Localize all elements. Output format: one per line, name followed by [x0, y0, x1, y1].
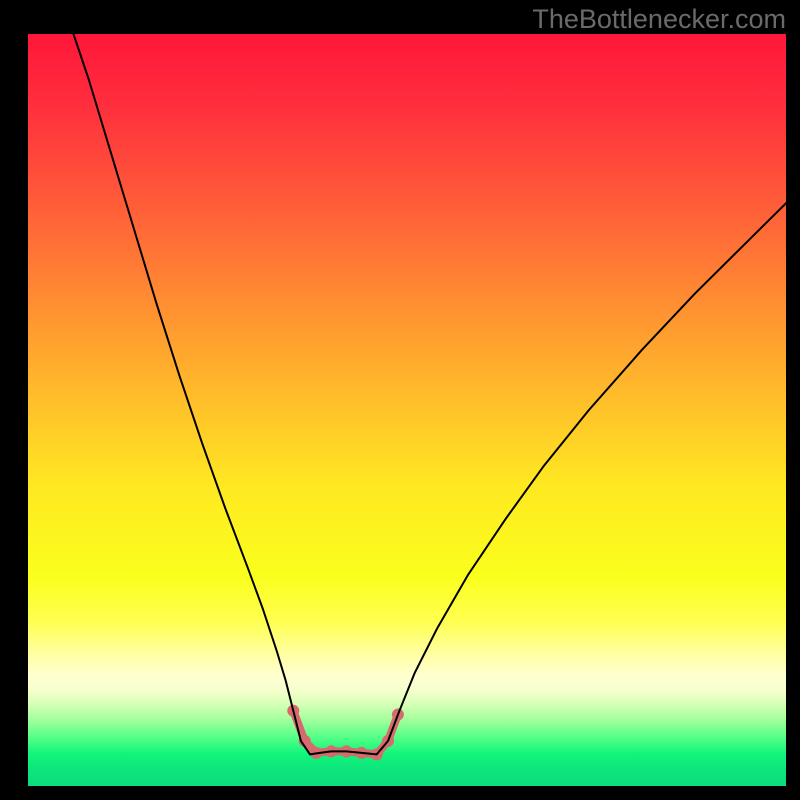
- gradient-background: [28, 34, 786, 786]
- plot-svg: [28, 34, 786, 786]
- watermark-text: TheBottlenecker.com: [532, 4, 786, 35]
- chart-stage: TheBottlenecker.com: [0, 0, 800, 800]
- plot-area: [28, 34, 786, 786]
